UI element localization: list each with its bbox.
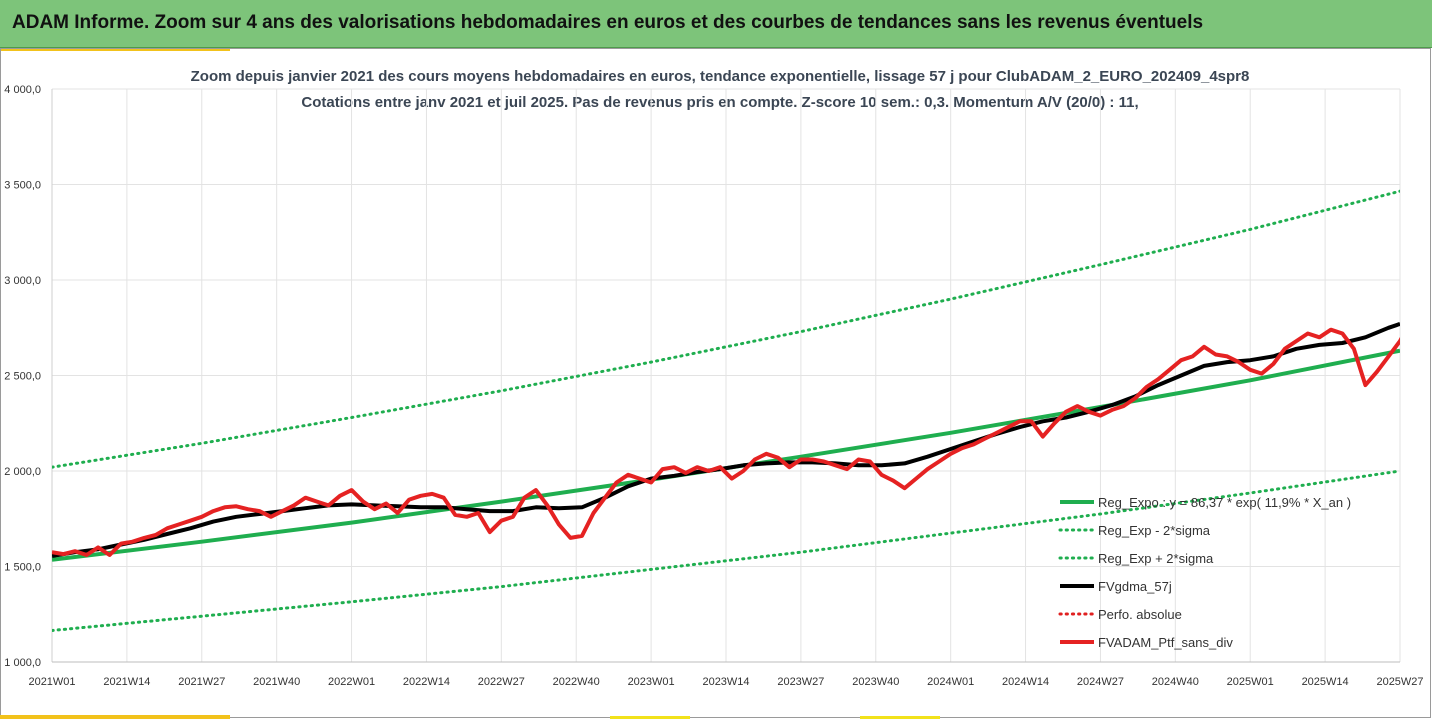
accent-bar xyxy=(610,716,690,719)
x-tick-label: 2025W14 xyxy=(1302,676,1349,688)
x-tick-label: 2024W40 xyxy=(1152,676,1199,688)
x-tick-label: 2022W01 xyxy=(328,676,375,688)
x-tick-label: 2021W27 xyxy=(178,676,225,688)
x-tick-label: 2025W01 xyxy=(1227,676,1274,688)
legend-label: Reg_Exp - 2*sigma xyxy=(1098,523,1211,538)
x-tick-label: 2024W14 xyxy=(1002,676,1049,688)
y-tick-label: 2 000,0 xyxy=(4,466,41,478)
header-title: ADAM Informe. Zoom sur 4 ans des valoris… xyxy=(12,12,1204,33)
x-tick-label: 2023W40 xyxy=(852,676,899,688)
x-tick-label: 2021W14 xyxy=(103,676,150,688)
chart-frame xyxy=(0,48,1431,718)
axes: 1 000,0 1 500,0 2 000,0 2 500,0 3 000,0 3 500… xyxy=(4,84,1423,688)
series-group xyxy=(52,189,1400,632)
grid xyxy=(51,88,1401,663)
series-line-1 xyxy=(52,469,1400,632)
y-tick-label: 2 500,0 xyxy=(4,371,41,383)
x-tick-label: 2023W01 xyxy=(628,676,675,688)
y-tick-label: 1 500,0 xyxy=(4,562,41,574)
x-tick-label: 2022W40 xyxy=(553,676,600,688)
x-tick-label: 2023W27 xyxy=(777,676,824,688)
x-tick-label: 2021W40 xyxy=(253,676,300,688)
legend-label: Perfo. absolue xyxy=(1098,607,1182,622)
header-banner: ADAM Informe. Zoom sur 4 ans des valoris… xyxy=(0,0,1432,48)
legend-label: FVgdma_57j xyxy=(1098,579,1172,594)
x-tick-label: 2025W27 xyxy=(1376,676,1423,688)
y-tick-label: 1 000,0 xyxy=(4,657,41,669)
legend-label: Reg_Exp + 2*sigma xyxy=(1098,551,1214,566)
accent-bar xyxy=(0,48,230,51)
chart-title: Zoom depuis janvier 2021 des cours moyen… xyxy=(191,68,1250,85)
y-tick-label: 4 000,0 xyxy=(4,84,41,96)
legend: Reg_Expo : y = 86,37 * exp( 11,9% * X_an… xyxy=(1058,495,1351,650)
x-tick-label: 2022W27 xyxy=(478,676,525,688)
accent-bar xyxy=(860,716,940,719)
x-tick-label: 2024W27 xyxy=(1077,676,1124,688)
y-tick-label: 3 000,0 xyxy=(4,275,41,287)
legend-label: Reg_Expo : y = 86,37 * exp( 11,9% * X_an… xyxy=(1098,495,1351,510)
x-tick-label: 2021W01 xyxy=(28,676,75,688)
series-line-5 xyxy=(52,327,1400,557)
y-tick-label: 3 500,0 xyxy=(4,180,41,192)
accent-bar xyxy=(0,715,230,719)
legend-label: FVADAM_Ptf_sans_div xyxy=(1098,635,1233,650)
chart-subtitle: Cotations entre janv 2021 et juil 2025. … xyxy=(301,94,1138,111)
x-tick-label: 2024W01 xyxy=(927,676,974,688)
x-tick-label: 2022W14 xyxy=(403,676,450,688)
x-tick-label: 2023W14 xyxy=(702,676,749,688)
